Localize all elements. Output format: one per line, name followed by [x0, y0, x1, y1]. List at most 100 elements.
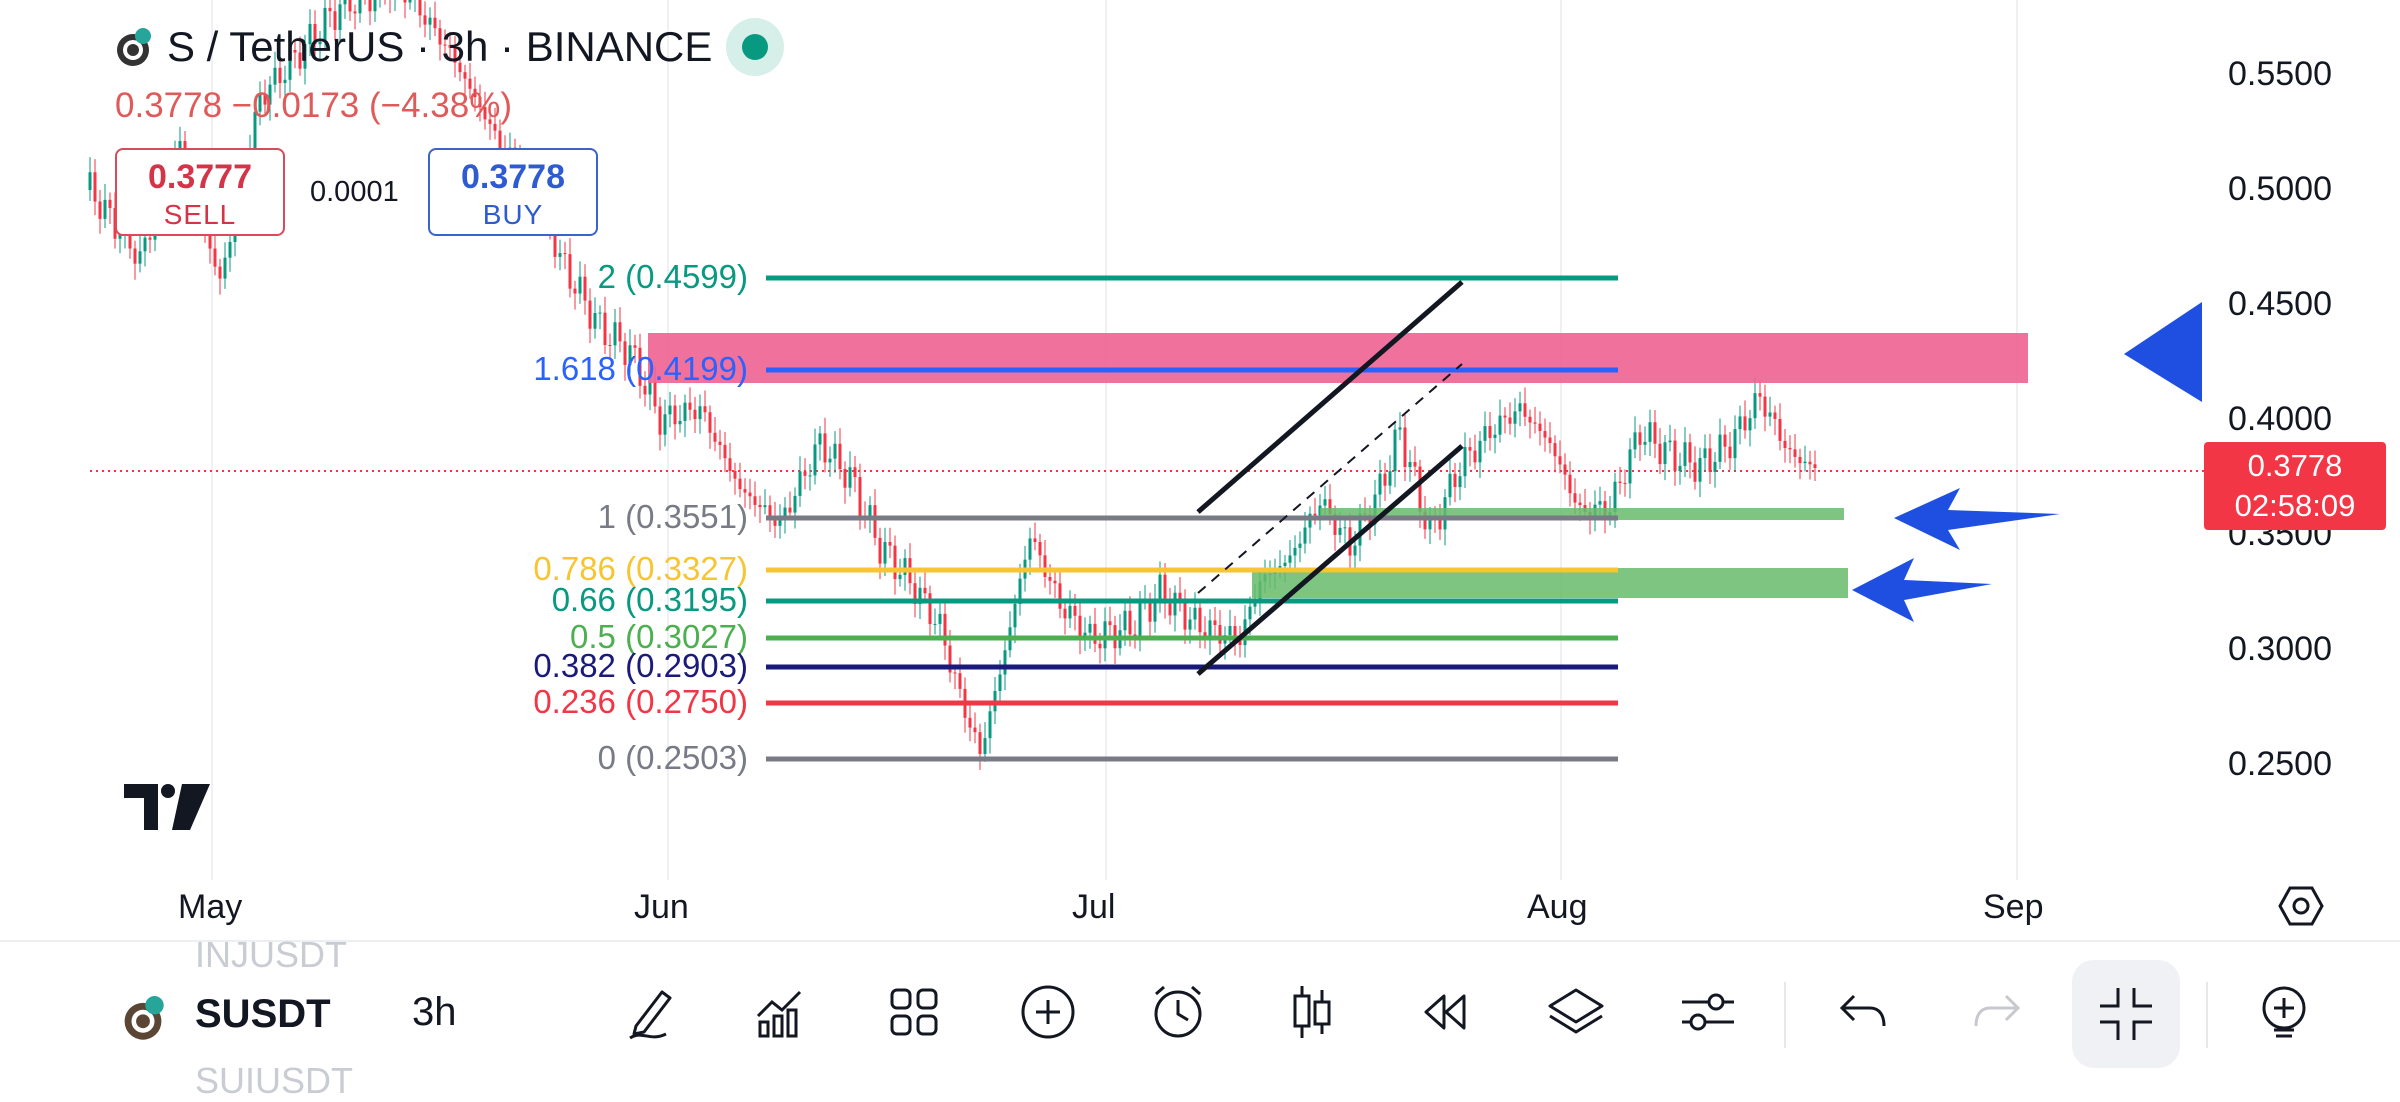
candle-body	[638, 347, 642, 386]
candle-body	[443, 44, 447, 46]
candle-body	[958, 673, 962, 689]
candle-body	[223, 257, 227, 279]
highlight-zones	[648, 333, 2028, 598]
resistance-zone[interactable]	[648, 333, 2028, 383]
candle-body	[723, 444, 727, 459]
candle-body	[93, 172, 97, 202]
bar-countdown: 02:58:09	[2234, 488, 2356, 523]
candle-body	[1688, 442, 1692, 463]
symbol-prev[interactable]: INJUSDT	[195, 934, 347, 975]
candle-body	[1548, 437, 1552, 444]
candle-body	[1693, 462, 1697, 482]
symbol-next[interactable]: SUIUSDT	[195, 1060, 354, 1101]
support-arrow-icon[interactable]	[1894, 488, 2060, 550]
price-axis-label: 0.5500	[2228, 55, 2332, 93]
candle-body	[653, 382, 657, 407]
layers-icon[interactable]	[1546, 982, 1606, 1042]
candle-body	[1028, 538, 1032, 560]
candle-body	[583, 276, 587, 301]
candle-body	[318, 41, 322, 45]
candle-body	[698, 406, 702, 420]
pencil-icon[interactable]	[622, 982, 682, 1042]
current-price: 0.3778	[2247, 448, 2343, 483]
candle-body	[218, 266, 222, 279]
timeframe-selector[interactable]: 3h	[412, 990, 457, 1034]
candle-body	[1068, 605, 1072, 619]
templates-icon[interactable]	[884, 982, 944, 1042]
candle-body	[763, 505, 767, 508]
channel-mid-line[interactable]	[1197, 363, 1463, 594]
support-arrow-icon[interactable]	[1852, 558, 1992, 622]
alert-icon[interactable]	[1148, 982, 1208, 1042]
candle-body	[228, 241, 232, 258]
undo-icon[interactable]	[1834, 982, 1894, 1042]
candle-body	[1558, 456, 1562, 465]
fib-level-label: 0.786 (0.3327)	[533, 550, 748, 587]
candle-body	[713, 432, 717, 442]
candle-body	[708, 412, 712, 433]
candle-body	[108, 199, 112, 208]
candle-body	[1063, 608, 1067, 619]
candle-body	[1313, 513, 1317, 516]
symbol-selector[interactable]: SUSDT	[195, 992, 331, 1036]
price-change: 0.3778 −0.0173 (−4.38%)	[115, 86, 512, 125]
candle-body	[1613, 481, 1617, 512]
market-status-icon[interactable]	[726, 18, 785, 76]
sell-button[interactable]: 0.3777 SELL	[115, 148, 285, 236]
support-zone-lower[interactable]	[1252, 568, 1848, 598]
time-axis-label: May	[178, 888, 243, 926]
settings-sliders-icon[interactable]	[1678, 982, 1738, 1042]
candle-body	[263, 94, 267, 105]
candle-body	[293, 50, 297, 53]
candle-body	[1138, 601, 1142, 636]
candle-body	[778, 518, 782, 526]
candle-body	[903, 558, 907, 575]
candle-body	[753, 496, 757, 505]
candle-body	[1568, 474, 1572, 494]
redo-icon[interactable]	[1966, 982, 2026, 1042]
symbol-title[interactable]: S / TetherUS · 3h · BINANCE	[167, 23, 713, 70]
indicators-icon[interactable]	[752, 982, 812, 1042]
fib-level-label: 0.236 (0.2750)	[533, 683, 748, 720]
candle-body	[1793, 449, 1797, 457]
candle-body	[1208, 620, 1212, 640]
candle-body	[1293, 547, 1297, 556]
collapse-button[interactable]	[2072, 960, 2180, 1068]
add-indicator-icon[interactable]	[2254, 982, 2314, 1042]
time-axis-label: Jul	[1072, 888, 1116, 926]
candle-body	[348, 0, 352, 12]
candle-body	[1393, 429, 1397, 472]
candle-body	[973, 727, 977, 733]
candle-body	[1498, 415, 1502, 435]
chart-area[interactable]: S / TetherUS · 3h · BINANCE 0.3778 −0.01…	[0, 0, 2400, 940]
candle-body	[1678, 465, 1682, 472]
resistance-arrow-icon[interactable]	[2124, 302, 2202, 402]
channel-lower-line[interactable]	[1196, 444, 1464, 676]
candle-body	[883, 541, 887, 564]
fib-level-label: 1.618 (0.4199)	[533, 350, 748, 387]
candle-body	[793, 495, 797, 513]
candle-body	[868, 505, 872, 518]
add-icon[interactable]	[1018, 982, 1078, 1042]
candle-body	[1338, 527, 1342, 535]
candle-body	[593, 312, 597, 329]
candle-body	[1463, 447, 1467, 477]
buy-label: BUY	[482, 199, 544, 230]
candle-body	[1218, 625, 1222, 644]
candle-body	[913, 583, 917, 605]
chart-settings-icon[interactable]	[2278, 886, 2324, 926]
candle-body	[688, 402, 692, 410]
candle-body	[1168, 603, 1172, 616]
candle-body	[1053, 580, 1057, 584]
channel-upper-line[interactable]	[1196, 280, 1464, 514]
candles-icon[interactable]	[1282, 982, 1342, 1042]
buy-button[interactable]: 0.3778 BUY	[428, 148, 598, 236]
candle-body	[1698, 458, 1702, 482]
candle-body	[818, 433, 822, 445]
replay-icon[interactable]	[1414, 982, 1474, 1042]
candle-body	[1013, 603, 1017, 628]
price-chart[interactable]	[0, 0, 2400, 940]
candle-body	[358, 0, 362, 14]
candle-body	[1468, 447, 1472, 451]
candle-body	[683, 402, 687, 421]
